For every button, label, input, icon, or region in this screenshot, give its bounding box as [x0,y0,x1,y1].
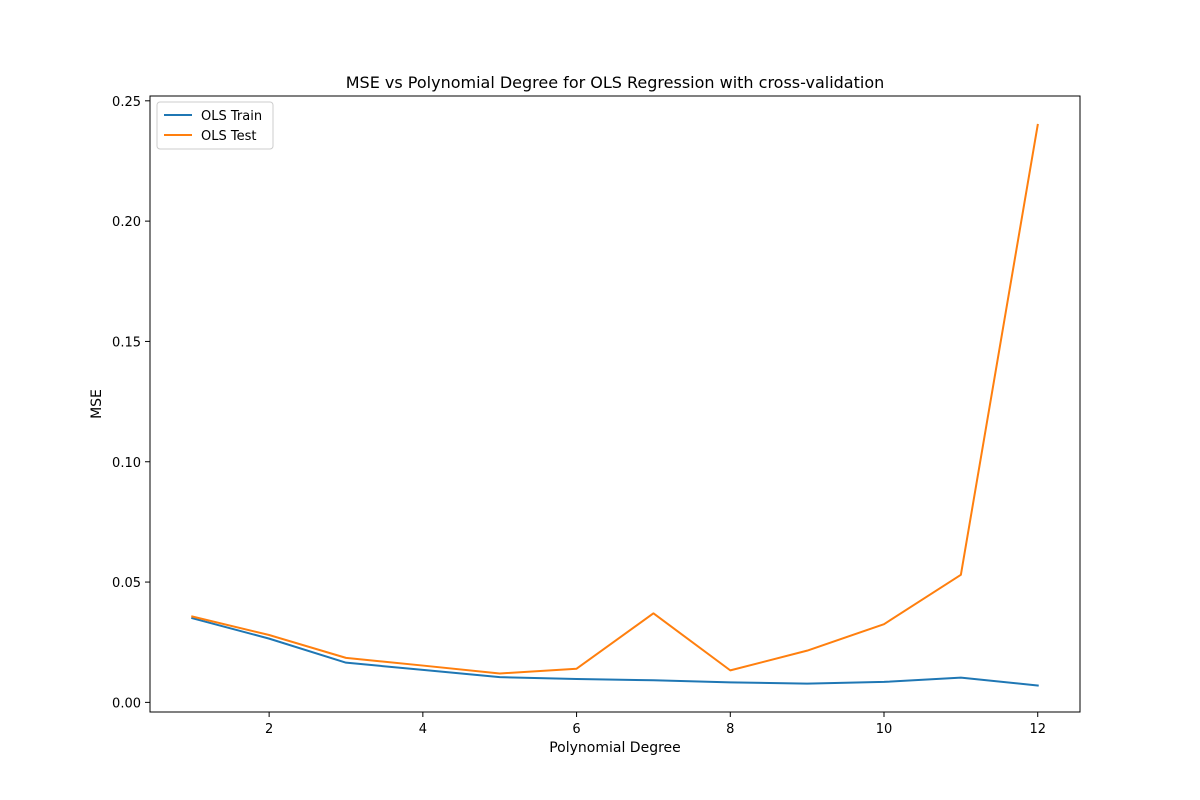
y-axis: 0.00 0.05 0.10 0.15 0.20 0.25 [112,95,150,711]
x-tick-label: 6 [572,722,580,737]
legend-label-train: OLS Train [201,109,262,124]
x-tick-label: 2 [265,722,273,737]
x-tick-label: 4 [419,722,427,737]
series-line-ols-test [191,123,1039,675]
series-layer [191,123,1039,687]
x-axis-label: Polynomial Degree [549,740,681,756]
y-tick-label: 0.05 [112,576,141,591]
y-tick-label: 0.00 [112,696,141,711]
plot-area [149,95,1081,713]
y-tick-label: 0.15 [112,335,141,350]
legend: OLS Train OLS Test [156,101,274,150]
y-axis-label: MSE [89,389,105,419]
series-line-ols-train [191,616,1039,687]
legend-frame [156,101,274,150]
y-tick-label: 0.20 [112,215,141,230]
axes-frame [149,95,1081,713]
y-tick-label: 0.25 [112,95,141,110]
y-tick-label: 0.10 [112,456,141,471]
x-tick-label: 8 [726,722,734,737]
chart-title: MSE vs Polynomial Degree for OLS Regress… [346,73,885,92]
x-tick-label: 10 [876,722,893,737]
x-axis: 2 4 6 8 10 12 [265,712,1046,737]
x-tick-label: 12 [1029,722,1046,737]
legend-label-test: OLS Test [201,129,256,144]
